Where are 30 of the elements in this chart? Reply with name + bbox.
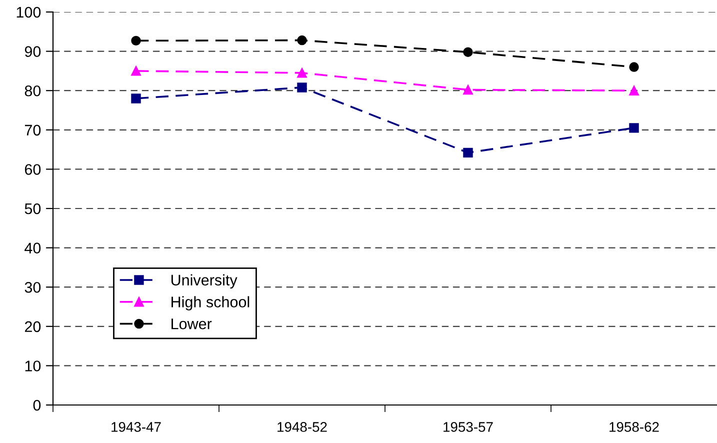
x-tick-label: 1958-62 (610, 422, 659, 432)
point (463, 148, 473, 158)
y-tick-label: 90 (24, 46, 41, 57)
x-tick-label: 1943-47 (112, 422, 161, 432)
y-tick-label: 0 (33, 400, 41, 411)
point (629, 86, 639, 96)
point (131, 66, 141, 76)
y-tick-label: 20 (24, 321, 41, 332)
legend-label: Lower (172, 318, 212, 330)
x-tick-label: 1953-57 (444, 422, 493, 432)
point (629, 123, 639, 133)
legend-label: High school (172, 296, 250, 310)
y-tick-label: 80 (24, 85, 41, 96)
y-tick-label: 70 (24, 124, 41, 136)
point (463, 84, 473, 95)
y-tick-label: 10 (25, 360, 41, 372)
point (297, 68, 307, 78)
y-tick-label: 50 (24, 203, 41, 214)
y-tick-label: 40 (24, 242, 41, 254)
y-tick-label: 100 (16, 6, 41, 18)
point (131, 94, 141, 104)
x-tick-label: 1948-52 (278, 422, 327, 432)
point (131, 36, 141, 46)
point (297, 82, 307, 92)
point (463, 47, 473, 57)
y-tick-label: 60 (24, 164, 41, 175)
y-tick-label: 30 (24, 282, 41, 293)
legend-label: University (171, 274, 238, 289)
point (629, 62, 639, 72)
point (297, 35, 307, 46)
